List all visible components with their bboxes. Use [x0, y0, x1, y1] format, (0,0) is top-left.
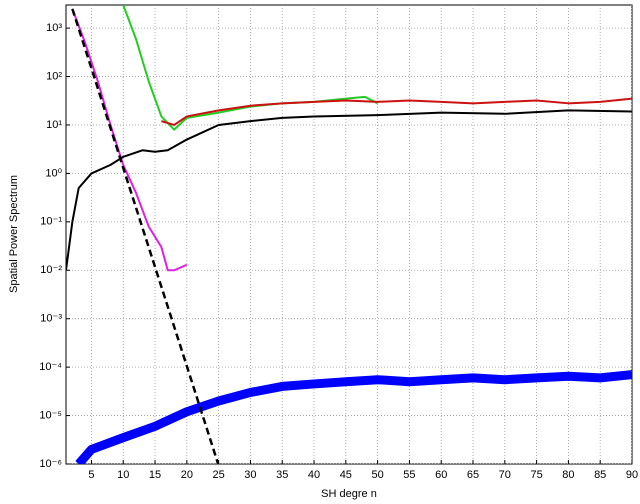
x-tick-label: 25: [213, 469, 225, 481]
x-axis-label: SH degre n: [321, 488, 377, 500]
x-tick-label: 15: [149, 469, 161, 481]
y-tick-label: 10⁰: [45, 167, 62, 179]
x-tick-label: 45: [340, 469, 352, 481]
x-tick-label: 55: [403, 469, 415, 481]
y-tick-label: 10⁻⁴: [39, 361, 62, 373]
x-tick-label: 50: [371, 469, 383, 481]
y-tick-label: 10⁻⁶: [39, 458, 62, 470]
x-tick-label: 10: [117, 469, 129, 481]
y-tick-label: 10³: [46, 22, 62, 34]
x-tick-label: 40: [308, 469, 320, 481]
x-tick-label: 90: [626, 469, 638, 481]
series-line: [66, 109, 632, 271]
x-tick-label: 20: [181, 469, 193, 481]
x-tick-label: 60: [435, 469, 447, 481]
y-tick-label: 10⁻⁵: [39, 409, 62, 421]
y-tick-label: 10²: [46, 70, 62, 82]
y-tick-label: 10¹: [46, 119, 62, 131]
x-tick-label: 35: [276, 469, 288, 481]
series-line: [122, 5, 379, 131]
y-tick-label: 10⁻²: [40, 264, 62, 276]
x-tick-label: 85: [594, 469, 606, 481]
series-line: [71, 8, 188, 272]
plot-area: [66, 5, 632, 464]
y-axis-label: Spatial Power Spectrum: [8, 175, 20, 293]
series-line: [161, 97, 632, 126]
x-tick-label: 80: [562, 469, 574, 481]
x-tick-label: 30: [244, 469, 256, 481]
x-tick-label: 65: [467, 469, 479, 481]
x-tick-label: 75: [530, 469, 542, 481]
series-line: [75, 370, 632, 464]
x-tick-label: 70: [499, 469, 511, 481]
y-tick-label: 10⁻³: [40, 313, 62, 325]
plot-frame: [65, 4, 633, 465]
x-tick-label: 5: [88, 469, 94, 481]
y-tick-label: 10⁻¹: [40, 216, 62, 228]
